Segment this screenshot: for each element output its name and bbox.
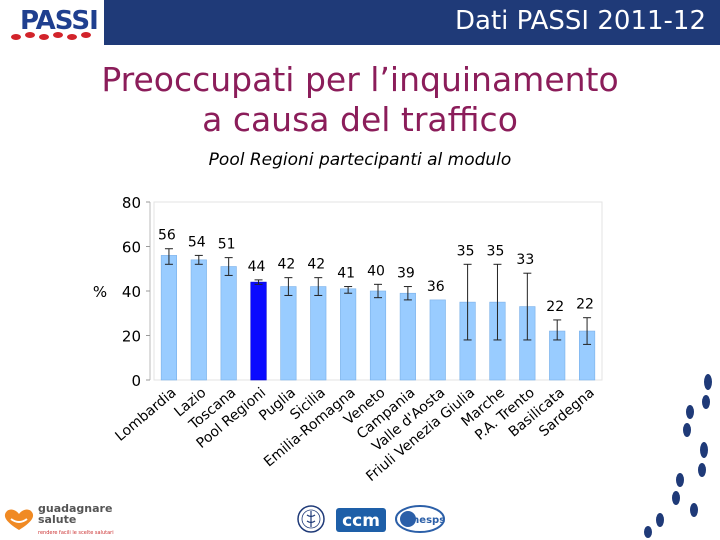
data-label: 51 xyxy=(218,237,236,253)
bar xyxy=(340,288,357,381)
data-label: 35 xyxy=(457,243,475,259)
data-label: 44 xyxy=(248,259,266,275)
data-label: 36 xyxy=(427,279,445,295)
iss-seal-icon xyxy=(297,505,325,533)
data-label: 39 xyxy=(397,266,415,282)
salute-text: salute xyxy=(38,513,77,526)
bar xyxy=(280,286,297,381)
passi-logo-text: PASSI xyxy=(20,6,99,36)
data-label: 40 xyxy=(367,263,385,279)
footprints-decoration-icon xyxy=(644,374,712,538)
y-tick-label: 0 xyxy=(131,372,141,390)
guadagnare-text: guadagnare xyxy=(38,502,113,515)
data-label: 54 xyxy=(188,234,206,250)
y-axis-label: % xyxy=(93,283,107,301)
header: PASSI Dati PASSI 2011-12 xyxy=(0,0,720,45)
chart-subtitle: Pool Regioni partecipanti al modulo xyxy=(208,150,512,170)
y-tick-label: 20 xyxy=(122,328,141,346)
bar xyxy=(160,255,177,381)
guadagnare-salute-logo-icon xyxy=(4,509,34,530)
page-title: Preoccupati per l’inquinamento a causa d… xyxy=(0,60,720,140)
bar xyxy=(310,286,327,381)
data-label: 56 xyxy=(158,228,176,244)
header-bar: Dati PASSI 2011-12 xyxy=(104,0,720,45)
data-label: 42 xyxy=(307,257,325,273)
guadagnare-salute-logo: guadagnare salute xyxy=(38,503,112,525)
category-label: Lombardia xyxy=(112,385,179,445)
data-label: 22 xyxy=(576,297,594,313)
bar xyxy=(220,266,237,381)
passi-logo: PASSI xyxy=(0,0,104,45)
bar xyxy=(369,290,387,381)
ccm-logo: ccm xyxy=(336,508,386,532)
guadagnare-tagline: rendere facili le scelte salutari xyxy=(38,530,114,536)
data-label: 41 xyxy=(337,266,355,282)
bar xyxy=(429,299,446,381)
page-title-line1: Preoccupati per l’inquinamento xyxy=(101,60,619,99)
cnesps-logo-text: Cnesps xyxy=(405,515,445,526)
data-label: 22 xyxy=(546,299,564,315)
cnesps-logo: Cnesps xyxy=(395,505,445,533)
bar xyxy=(399,292,416,381)
y-tick-label: 60 xyxy=(122,239,141,257)
bar xyxy=(250,281,267,381)
data-label: 35 xyxy=(487,243,505,259)
data-label: 33 xyxy=(516,252,534,268)
header-title: Dati PASSI 2011-12 xyxy=(454,6,706,36)
ccm-logo-text: ccm xyxy=(342,511,380,531)
bar xyxy=(190,259,207,381)
y-tick-label: 80 xyxy=(122,194,141,212)
y-tick-label: 40 xyxy=(122,283,141,301)
page-title-line2: a causa del traffico xyxy=(202,100,518,139)
bar-chart: 020406080%56Lombardia54Lazio51Toscana44P… xyxy=(93,194,603,485)
data-label: 42 xyxy=(277,257,295,273)
footprints-icon xyxy=(11,32,91,40)
